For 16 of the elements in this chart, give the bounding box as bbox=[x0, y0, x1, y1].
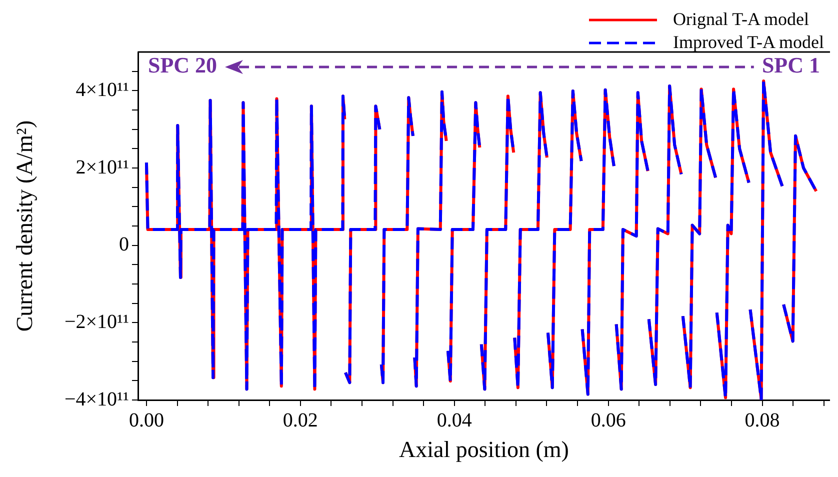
x-axis-title: Axial position (m) bbox=[399, 437, 569, 462]
x-tick-label: 0.02 bbox=[282, 409, 318, 432]
legend-label: Orignal T-A model bbox=[673, 8, 809, 31]
legend-label: Improved T-A model bbox=[673, 31, 824, 54]
y-tick-label: 0 bbox=[119, 234, 129, 256]
annotation: SPC 20 bbox=[148, 52, 218, 78]
y-tick-label: −4×10¹¹ bbox=[64, 388, 129, 410]
x-tick-label: 0.04 bbox=[436, 409, 472, 432]
y-tick-label: 4×10¹¹ bbox=[76, 78, 129, 101]
y-axis-title: Current density (A/m²) bbox=[12, 120, 37, 332]
x-tick-label: 0.00 bbox=[128, 409, 164, 432]
x-tick-label: 0.08 bbox=[744, 409, 780, 432]
y-tick-label: 2×10¹¹ bbox=[76, 156, 129, 178]
x-tick-label: 0.06 bbox=[590, 409, 626, 432]
y-tick-label: −2×10¹¹ bbox=[64, 310, 129, 333]
annotation: SPC 1 bbox=[762, 52, 820, 78]
